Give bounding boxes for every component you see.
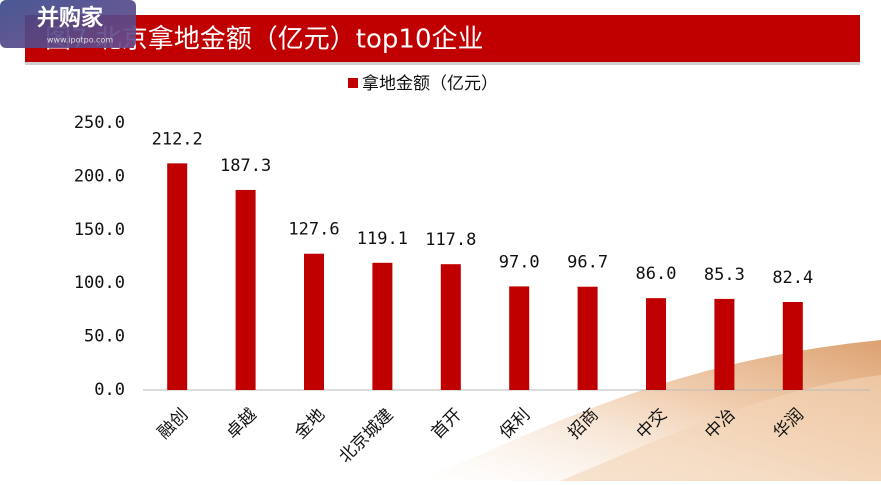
bar	[304, 253, 324, 390]
value-label: 119.1	[357, 229, 408, 249]
bar	[235, 189, 256, 390]
legend-swatch	[348, 78, 358, 88]
value-label: 85.3	[704, 265, 745, 285]
watermark-logo	[0, 0, 136, 48]
decor-swoosh	[560, 375, 881, 481]
x-tick-label: 卓越	[222, 405, 260, 443]
bar	[646, 298, 666, 390]
y-tick-label: 150.0	[74, 220, 125, 240]
value-label: 117.8	[425, 230, 476, 250]
x-tick-label: 融创	[154, 405, 192, 443]
y-tick-label: 0.0	[94, 380, 125, 400]
bar	[440, 264, 461, 390]
watermark-url: www.ipotpo.com	[47, 36, 113, 45]
bar	[714, 298, 735, 390]
y-tick-label: 100.0	[74, 273, 125, 293]
y-tick-label: 200.0	[74, 166, 125, 186]
bar	[782, 301, 803, 390]
x-tick-label: 首开	[428, 405, 466, 443]
bar	[372, 262, 393, 390]
watermark-text: 并购家	[37, 5, 104, 31]
value-label: 82.4	[772, 268, 813, 288]
value-label: 127.6	[288, 220, 339, 240]
y-tick-label: 50.0	[84, 327, 125, 347]
x-tick-label: 金地	[291, 405, 329, 443]
title-shadow	[25, 62, 860, 65]
value-label: 97.0	[499, 252, 540, 272]
legend-label: 拿地金额（亿元）	[362, 73, 498, 94]
bar	[577, 286, 598, 390]
value-label: 212.2	[152, 129, 203, 149]
x-tick-label: 北京城建	[335, 405, 397, 467]
value-label: 96.7	[567, 253, 608, 273]
value-label: 187.3	[220, 156, 271, 176]
bar	[509, 286, 530, 390]
bar	[167, 163, 188, 390]
value-label: 86.0	[636, 264, 677, 284]
title-bar	[25, 15, 860, 62]
y-tick-label: 250.0	[74, 113, 125, 133]
